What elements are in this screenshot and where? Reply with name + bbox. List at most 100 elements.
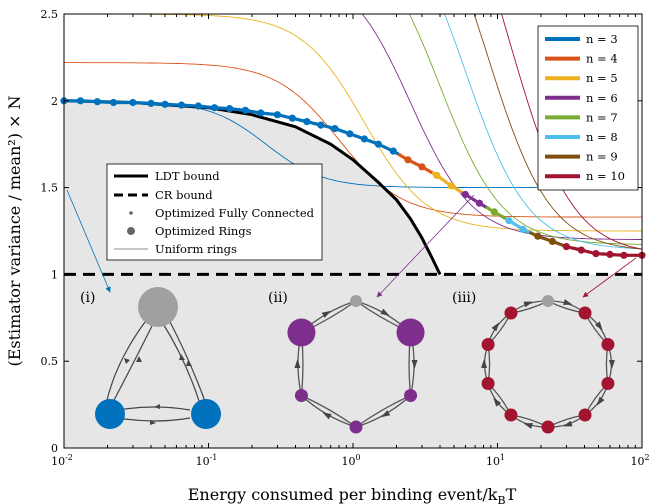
y-tick-label: 0 [51,442,58,455]
ring-arrowhead [523,423,533,429]
optimized-ring-point [592,250,600,258]
ring-node [578,408,592,422]
optimized-ring-point [404,156,412,164]
optimized-ring-point [194,102,202,110]
x-tick-label: 100 [341,453,360,468]
uniform-ring-line [473,14,642,250]
legend-optimized-rings-swatch [127,227,135,235]
inset-iii-label: (iii) [452,290,476,306]
ring-arrowhead [493,397,502,407]
optimized-ring-point [418,163,426,171]
optimized-ring-points [60,97,646,259]
ring-legend-box [537,25,639,191]
inset-i-arrowhead [150,420,156,425]
legend-fully-connected-swatch [129,211,133,215]
inset-i-arrowhead [154,404,160,409]
y-tick-label: 1.5 [41,182,59,195]
y-tick-label: 0.5 [41,355,59,368]
y-axis-ticks: 0 0.5 1 1.5 2 2.5 [41,8,642,455]
optimized-ring-point [534,232,542,240]
ring-arrowhead [380,308,390,316]
ring-legend-label: n = 4 [586,52,618,66]
ring-arrowhead [523,301,534,308]
optimized-ring-point [241,106,249,114]
inset-ii-ring [287,295,425,434]
ring-legend-entries: n = 3 n = 4 n = 5 n = 6 n = 7 n = 8 n = 9 n = 1… [545,32,625,183]
y-tick-label: 1 [51,268,58,281]
inset-i-edge [111,321,155,405]
x-tick-label: 10-2 [51,453,73,468]
inset-i-edge [117,417,191,422]
inset-i-arrowhead [124,358,130,364]
ring-arrowhead [491,322,500,332]
ring-arrowhead [608,359,615,369]
ring-legend-label: n = 6 [586,91,618,105]
optimized-ring-point [433,171,441,179]
optimized-ring-point [210,104,219,112]
ring-node [294,389,308,402]
y-axis-label: (Estimator variance / mean²) × N [5,95,24,366]
optimized-ring-point [317,121,325,129]
ring-node-reference [350,295,362,307]
uniform-ring-line [444,14,642,250]
ring-arrowhead [596,396,605,406]
x-tick-label: 101 [486,453,505,468]
optimized-ring-point [76,97,85,105]
inset-i-label: (i) [80,290,95,306]
optimized-ring-point [257,109,265,117]
bound-legend-box [106,163,323,261]
ring-node [287,318,316,347]
optimized-ring-point [360,135,368,143]
optimized-ring-point [331,125,339,133]
ring-node [396,318,425,347]
ring-legend-label: n = 10 [586,169,625,183]
optimized-ring-point [461,190,469,199]
inset-i-node-top [138,287,178,327]
optimized-ring-point [129,98,137,107]
uniform-ring-line [408,14,642,245]
optimized-ring-point [177,101,186,109]
ring-node [349,420,363,434]
optimized-ring-point [389,147,397,155]
ring-arrowhead [294,359,301,369]
ring-legend-label: n = 3 [586,32,618,46]
inset-i-node-left [95,399,125,429]
uniform-ring-line [361,14,642,240]
ring-node-reference [542,295,554,307]
optimized-ring-point [346,130,354,138]
optimized-ring-point [577,246,585,254]
bound-legend: LDT bound CR bound Optimized Fully Conne… [106,163,323,261]
optimized-ring-point [606,250,614,258]
inset-iii: (iii) [452,290,615,434]
arrow-to-inset-ii [376,194,475,298]
ring-node [541,420,555,434]
ring-node [481,338,495,352]
optimized-ring-point [490,208,498,216]
optimized-ring-point [303,118,311,126]
arrow-to-inset-iii [582,257,637,298]
ring-node [404,389,418,402]
inset-ii: (ii) [268,290,425,434]
uniform-ring-line [64,62,642,218]
inset-i-arrowhead [179,354,185,360]
inset-i-edge [167,317,207,405]
x-axis-label: Energy consumed per binding event/kBT [188,485,517,504]
ring-node [578,306,592,320]
ring-legend-label: n = 9 [586,150,618,164]
ring-node [504,408,518,422]
x-axis-ticks: 10-2 10-1 100 101 102 [51,14,650,468]
ring-arrowhead [563,299,573,305]
optimized-ring-point [109,98,118,107]
legend-fully-connected-label: Optimized Fully Connected [155,206,315,220]
inset-iii-ring [481,295,615,434]
legend-cr-label: CR bound [155,188,213,202]
ring-arrowhead [380,410,391,418]
inset-i-edge [105,317,149,405]
ring-legend: n = 3 n = 4 n = 5 n = 6 n = 7 n = 8 n = 9 n = 1… [537,25,639,191]
ring-node [601,338,615,352]
optimized-ring-point [93,98,101,106]
inset-i: (i) [80,287,221,429]
ring-arrowhead [321,310,332,318]
optimized-ring-point [620,251,628,259]
